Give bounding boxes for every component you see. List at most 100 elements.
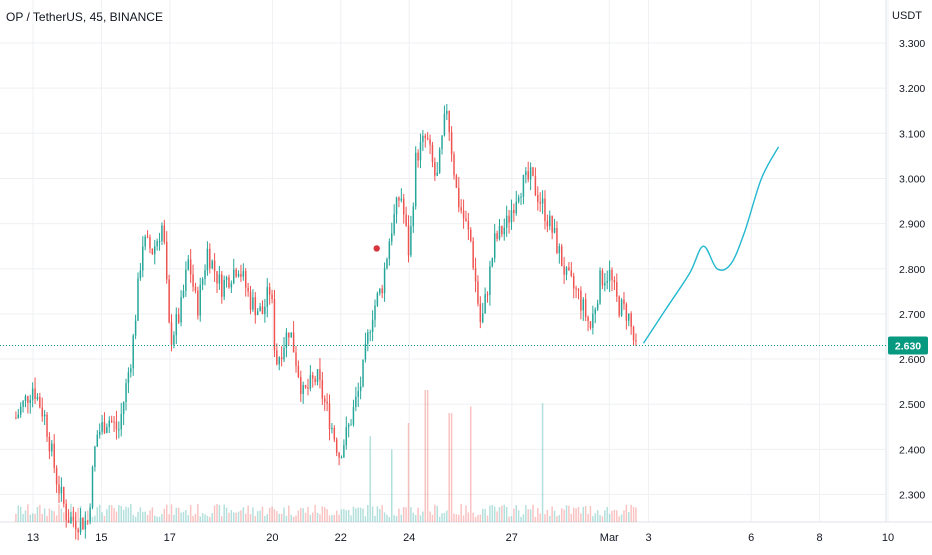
candle-body[interactable] (541, 198, 544, 204)
candle-body[interactable] (470, 229, 472, 242)
candle-body[interactable] (515, 201, 517, 214)
candle-body[interactable] (312, 375, 314, 379)
candle-body[interactable] (570, 270, 573, 276)
candle-body[interactable] (491, 258, 494, 267)
candle-body[interactable] (335, 439, 338, 453)
candle-body[interactable] (252, 297, 254, 310)
candle-body[interactable] (297, 365, 300, 378)
candle-body[interactable] (230, 283, 233, 288)
candle-body[interactable] (235, 269, 237, 277)
candle-body[interactable] (144, 236, 146, 247)
candle-body[interactable] (355, 396, 357, 408)
candle-body[interactable] (453, 154, 455, 176)
candle-body[interactable] (383, 268, 386, 294)
candle-body[interactable] (29, 399, 32, 403)
candle-body[interactable] (165, 241, 168, 280)
candle-body[interactable] (60, 486, 63, 494)
candle-body[interactable] (280, 357, 283, 360)
candle-body[interactable] (436, 172, 438, 176)
candle-body[interactable] (96, 434, 99, 447)
candle-body[interactable] (118, 429, 120, 431)
candle-body[interactable] (316, 369, 319, 382)
candle-body[interactable] (151, 248, 154, 255)
candle-body[interactable] (443, 113, 446, 136)
candle-body[interactable] (613, 279, 616, 283)
candle-body[interactable] (608, 269, 611, 282)
candle-body[interactable] (115, 421, 118, 430)
candle-body[interactable] (359, 386, 362, 392)
candle-body[interactable] (206, 248, 209, 271)
candle-body[interactable] (307, 387, 309, 389)
projection-curve[interactable] (642, 146, 780, 344)
candle-body[interactable] (182, 290, 185, 297)
candle-body[interactable] (537, 194, 539, 203)
candle-body[interactable] (110, 420, 113, 422)
candle-body[interactable] (292, 332, 295, 353)
candle-body[interactable] (369, 332, 371, 334)
candle-body[interactable] (623, 299, 625, 305)
candle-body[interactable] (51, 443, 53, 452)
candle-body[interactable] (192, 274, 194, 287)
candle-body[interactable] (94, 446, 96, 467)
candle-body[interactable] (376, 293, 379, 306)
candle-body[interactable] (323, 398, 326, 402)
candle-body[interactable] (386, 258, 388, 269)
candle-body[interactable] (237, 274, 240, 277)
candle-body[interactable] (465, 218, 467, 222)
candle-body[interactable] (48, 436, 51, 452)
candle-body[interactable] (529, 167, 532, 180)
candle-body[interactable] (534, 175, 537, 195)
candle-body[interactable] (395, 197, 398, 215)
candle-body[interactable] (551, 215, 553, 233)
candle-body[interactable] (338, 452, 340, 458)
candle-body[interactable] (527, 171, 529, 180)
candle-body[interactable] (139, 270, 142, 279)
candle-body[interactable] (462, 210, 465, 219)
candle-body[interactable] (233, 269, 235, 284)
candle-body[interactable] (75, 520, 77, 530)
candle-body[interactable] (268, 287, 271, 295)
candle-body[interactable] (400, 198, 403, 201)
candle-body[interactable] (563, 266, 565, 275)
candle-body[interactable] (201, 278, 204, 285)
candle-body[interactable] (240, 274, 242, 277)
candle-body[interactable] (568, 267, 570, 271)
candle-body[interactable] (204, 270, 206, 279)
candle-body[interactable] (489, 266, 491, 295)
candle-body[interactable] (434, 162, 436, 176)
candle-body[interactable] (632, 326, 635, 341)
candle-body[interactable] (216, 271, 218, 284)
candle-body[interactable] (98, 431, 101, 435)
candle-body[interactable] (273, 298, 276, 351)
candle-body[interactable] (371, 319, 374, 333)
candle-body[interactable] (460, 207, 462, 211)
candle-body[interactable] (211, 260, 213, 269)
candle-body[interactable] (575, 288, 577, 290)
candle-body[interactable] (278, 357, 280, 365)
candle-body[interactable] (254, 297, 257, 316)
candle-body[interactable] (343, 445, 345, 458)
candle-body[interactable] (448, 110, 450, 133)
candle-body[interactable] (522, 175, 525, 197)
candle-body[interactable] (438, 149, 441, 173)
candle-body[interactable] (276, 350, 278, 365)
candle-body[interactable] (17, 414, 20, 418)
candle-body[interactable] (405, 214, 407, 226)
candle-body[interactable] (271, 294, 273, 299)
candle-body[interactable] (175, 314, 178, 336)
candle-body[interactable] (185, 269, 187, 291)
candle-body[interactable] (544, 198, 546, 222)
candle-body[interactable] (572, 275, 575, 289)
candle-body[interactable] (367, 332, 369, 344)
candle-body[interactable] (546, 221, 549, 227)
candle-body[interactable] (132, 335, 134, 369)
candle-body[interactable] (379, 288, 381, 294)
candle-body[interactable] (321, 379, 324, 399)
candle-body[interactable] (163, 225, 166, 242)
candle-body[interactable] (486, 294, 489, 296)
candle-body[interactable] (498, 225, 501, 239)
candle-body[interactable] (283, 347, 285, 360)
candle-body[interactable] (156, 241, 158, 247)
candle-body[interactable] (72, 516, 75, 521)
candle-body[interactable] (223, 279, 225, 297)
